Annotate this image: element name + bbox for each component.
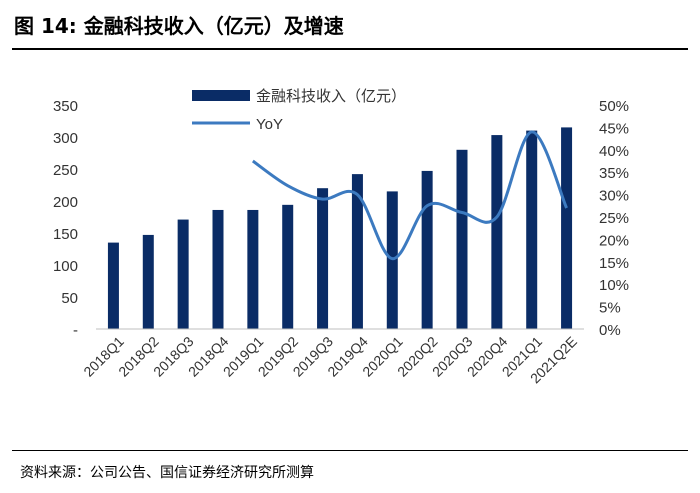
right-axis-tick-label: 30% [599,188,629,205]
left-axis-tick-label: 150 [53,226,78,243]
right-axis-tick-label: 0% [599,322,621,339]
left-axis-tick-label: 300 [53,130,78,147]
bar [212,209,224,329]
right-axis-tick-label: 35% [599,165,629,182]
left-axis-tick-label: 350 [53,98,78,115]
bar [317,188,329,329]
title-divider [12,48,688,50]
bar [142,234,154,329]
bar [491,135,503,329]
right-axis-tick-label: 25% [599,210,629,227]
bar [107,242,119,329]
left-axis-tick-label: 200 [53,194,78,211]
bar [526,130,538,329]
right-axis-tick-label: 15% [599,255,629,272]
bar [386,191,398,329]
bar [282,204,294,329]
bar [351,174,363,329]
bar [561,127,573,330]
figure-title: 图 14: 金融科技收入（亿元）及增速 [14,14,344,38]
right-axis-tick-label: 20% [599,232,629,249]
left-axis-tick-label: 50 [61,290,78,307]
left-axis-tick-label: 250 [53,162,78,179]
right-axis-tick-label: 45% [599,120,629,137]
legend-label-revenue: 金融科技收入（亿元） [256,88,406,105]
left-axis-tick-label: 100 [53,258,78,275]
yoy-line [251,130,568,261]
right-axis-tick-label: 40% [599,143,629,160]
bar [456,149,468,329]
source-divider [12,450,688,451]
bar [177,219,189,329]
legend-label-yoy: YoY [256,116,283,133]
bar [421,170,433,329]
right-axis-tick-label: 50% [599,98,629,115]
bar [247,209,259,329]
legend-swatch-revenue [192,90,250,101]
source-note: 资料来源：公司公告、国信证券经济研究所测算 [20,465,314,481]
right-axis-tick-label: 5% [599,300,621,317]
left-axis-tick-label: - [73,322,78,339]
right-axis-tick-label: 10% [599,277,629,294]
